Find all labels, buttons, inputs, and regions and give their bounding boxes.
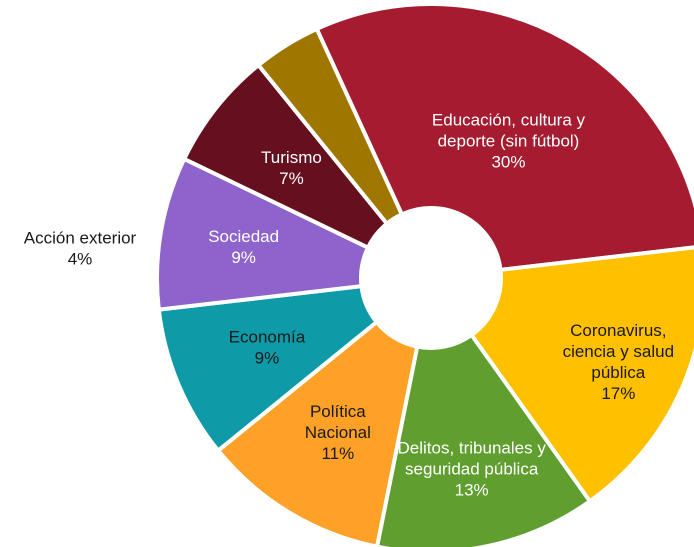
slice-category-label: Acción exterior (24, 229, 137, 248)
slice-category-label: ciencia y salud (563, 342, 675, 361)
slice-value-label: 4% (68, 250, 93, 269)
slice-coronavirus (469, 245, 694, 504)
slice-category-label: pública (591, 363, 645, 382)
slice-category-label: Educación, cultura y (432, 110, 586, 129)
slice-category-label: Sociedad (208, 227, 279, 246)
slice-value-label: 7% (279, 169, 304, 188)
slice-label-politica: Política Nacional 11% (305, 402, 371, 463)
slice-label-sociedad: Sociedad 9% (208, 227, 279, 267)
slice-value-label: 9% (231, 248, 256, 267)
slice-category-label: Turismo (261, 148, 322, 167)
slice-label-coronavirus: Coronavirus, ciencia y salud pública 17% (563, 321, 675, 403)
slice-category-label: Delitos, tribunales y (397, 439, 546, 458)
slice-value-label: 11% (321, 444, 354, 463)
slice-accion-exterior (256, 26, 404, 226)
slice-value-label: 17% (601, 384, 635, 403)
slice-politica (216, 320, 420, 547)
slice-label-economia: Economía 9% (229, 328, 306, 368)
slice-category-label: seguridad pública (405, 460, 539, 479)
slice-label-accion-exterior: Acción exterior 4% (24, 229, 137, 269)
slice-value-label: 13% (455, 481, 489, 500)
slice-value-label: 9% (255, 349, 280, 368)
slice-label-delitos-tribunales-y: Delitos, tribunales y seguridad pública 13… (397, 439, 546, 500)
labels-group: Educación, cultura y deporte (sin fútbol)… (24, 110, 674, 499)
slices-group (155, 2, 694, 547)
slice-label-turismo: Turismo 7% (261, 148, 322, 188)
slice-category-label: Nacional (305, 423, 371, 442)
slice-educacion-cultura-y (314, 2, 694, 272)
slice-category-label: Coronavirus, (570, 321, 666, 340)
slice-label-educacion-cultura-y: Educación, cultura y deporte (sin fútbol)… (432, 110, 586, 171)
slice-sociedad (155, 156, 370, 312)
slice-value-label: 30% (491, 152, 525, 171)
slice-economia (156, 284, 379, 453)
slice-category-label: Economía (229, 328, 306, 347)
slice-category-label: Política (310, 402, 366, 421)
slice-delitos-tribunales-y (375, 333, 592, 547)
slice-category-label: deporte (sin fútbol) (438, 131, 580, 150)
